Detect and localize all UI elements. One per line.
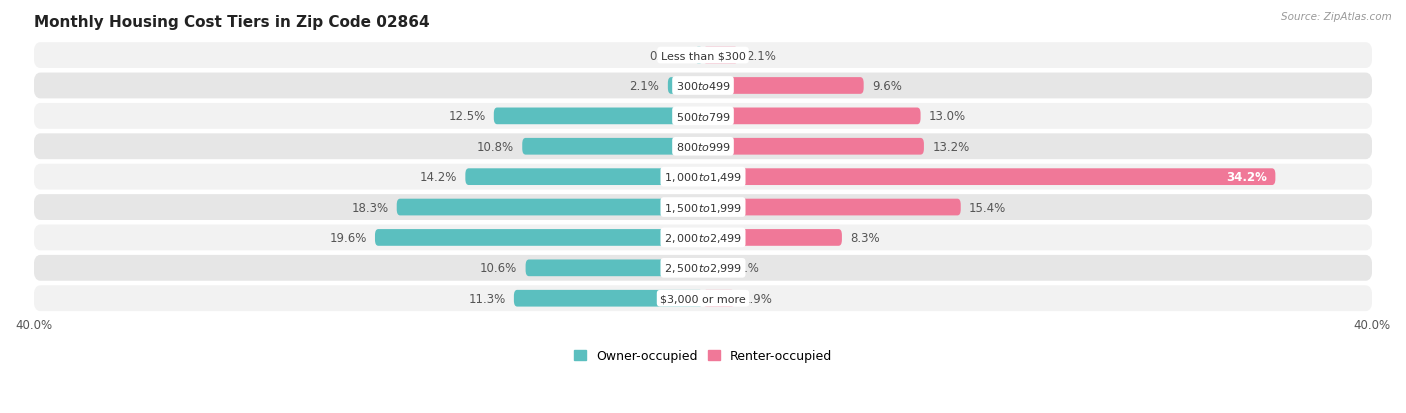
- Text: 13.2%: 13.2%: [932, 140, 970, 153]
- Text: $500 to $799: $500 to $799: [675, 111, 731, 123]
- FancyBboxPatch shape: [34, 195, 1372, 221]
- Text: 34.2%: 34.2%: [1226, 171, 1267, 184]
- Text: Monthly Housing Cost Tiers in Zip Code 02864: Monthly Housing Cost Tiers in Zip Code 0…: [34, 15, 429, 30]
- FancyBboxPatch shape: [526, 260, 703, 277]
- Text: 1.1%: 1.1%: [730, 262, 759, 275]
- Text: 0.49%: 0.49%: [650, 50, 686, 62]
- Text: 14.2%: 14.2%: [419, 171, 457, 184]
- FancyBboxPatch shape: [34, 74, 1372, 99]
- Text: 8.3%: 8.3%: [851, 231, 880, 244]
- Text: 1.9%: 1.9%: [744, 292, 773, 305]
- FancyBboxPatch shape: [513, 290, 703, 307]
- Text: $800 to $999: $800 to $999: [675, 141, 731, 153]
- FancyBboxPatch shape: [34, 134, 1372, 160]
- Text: $2,000 to $2,499: $2,000 to $2,499: [664, 231, 742, 244]
- FancyBboxPatch shape: [703, 47, 738, 64]
- Text: 13.0%: 13.0%: [929, 110, 966, 123]
- Text: $1,000 to $1,499: $1,000 to $1,499: [664, 171, 742, 184]
- Text: 10.6%: 10.6%: [479, 262, 517, 275]
- Text: 11.3%: 11.3%: [468, 292, 506, 305]
- FancyBboxPatch shape: [703, 290, 735, 307]
- Text: $3,000 or more: $3,000 or more: [661, 294, 745, 304]
- Text: 19.6%: 19.6%: [329, 231, 367, 244]
- FancyBboxPatch shape: [34, 104, 1372, 129]
- FancyBboxPatch shape: [34, 225, 1372, 251]
- FancyBboxPatch shape: [396, 199, 703, 216]
- FancyBboxPatch shape: [375, 230, 703, 246]
- Text: $300 to $499: $300 to $499: [675, 80, 731, 92]
- Legend: Owner-occupied, Renter-occupied: Owner-occupied, Renter-occupied: [568, 344, 838, 368]
- Text: Source: ZipAtlas.com: Source: ZipAtlas.com: [1281, 12, 1392, 22]
- Text: 12.5%: 12.5%: [449, 110, 485, 123]
- Text: $1,500 to $1,999: $1,500 to $1,999: [664, 201, 742, 214]
- FancyBboxPatch shape: [668, 78, 703, 95]
- FancyBboxPatch shape: [703, 78, 863, 95]
- Text: 2.1%: 2.1%: [630, 80, 659, 93]
- FancyBboxPatch shape: [703, 199, 960, 216]
- FancyBboxPatch shape: [34, 43, 1372, 69]
- FancyBboxPatch shape: [703, 169, 1275, 185]
- FancyBboxPatch shape: [703, 230, 842, 246]
- Text: 10.8%: 10.8%: [477, 140, 513, 153]
- FancyBboxPatch shape: [34, 164, 1372, 190]
- FancyBboxPatch shape: [494, 108, 703, 125]
- FancyBboxPatch shape: [34, 255, 1372, 281]
- Text: Less than $300: Less than $300: [661, 51, 745, 61]
- FancyBboxPatch shape: [703, 260, 721, 277]
- Text: 18.3%: 18.3%: [352, 201, 388, 214]
- FancyBboxPatch shape: [465, 169, 703, 185]
- FancyBboxPatch shape: [703, 139, 924, 155]
- FancyBboxPatch shape: [703, 108, 921, 125]
- FancyBboxPatch shape: [522, 139, 703, 155]
- FancyBboxPatch shape: [695, 47, 703, 64]
- Text: 9.6%: 9.6%: [872, 80, 901, 93]
- Text: $2,500 to $2,999: $2,500 to $2,999: [664, 262, 742, 275]
- FancyBboxPatch shape: [34, 286, 1372, 311]
- Text: 2.1%: 2.1%: [747, 50, 776, 62]
- Text: 15.4%: 15.4%: [969, 201, 1007, 214]
